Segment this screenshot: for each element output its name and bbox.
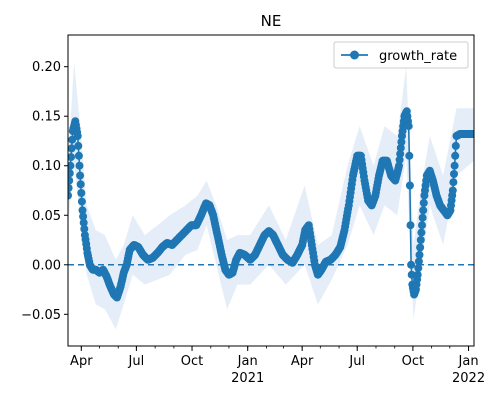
data-point — [417, 228, 426, 237]
x-tick-label: Jul — [348, 354, 365, 369]
data-point — [450, 161, 459, 170]
x-tick-label: Jan — [237, 354, 258, 369]
data-point — [395, 155, 404, 164]
legend-marker — [350, 50, 359, 60]
y-tick-label: 0.15 — [32, 110, 61, 125]
data-point — [395, 161, 403, 170]
data-point — [418, 213, 427, 222]
data-point — [407, 270, 416, 279]
data-point — [78, 206, 87, 215]
data-point — [80, 224, 89, 233]
data-point — [76, 171, 85, 180]
legend-label: growth_rate — [379, 49, 457, 64]
axes-frame — [67, 34, 475, 347]
axes: −0.05 0.00 0.05 0.10 0.15 0.20 Apr Jul Oct Jan 202… — [21, 34, 485, 386]
data-point — [396, 149, 405, 158]
data-point — [406, 221, 415, 230]
x-tick-label: Apr — [291, 354, 314, 369]
data-point — [74, 141, 83, 150]
series-markers — [68, 107, 474, 302]
data-point — [415, 250, 424, 259]
x-tick-label: Jan — [458, 354, 479, 369]
x-tick-sublabel: 2022 — [452, 371, 485, 386]
data-point — [470, 130, 474, 138]
data-point — [449, 178, 458, 187]
data-point — [68, 169, 74, 178]
data-point — [76, 180, 85, 189]
data-point — [414, 257, 423, 266]
data-point — [419, 198, 428, 207]
data-point — [68, 176, 74, 185]
data-point — [397, 138, 406, 146]
plot-area — [68, 61, 474, 330]
data-point — [75, 161, 84, 170]
data-point — [407, 260, 416, 269]
chart-title: NE — [261, 12, 282, 30]
data-point — [68, 144, 76, 153]
plot-inner — [68, 61, 474, 330]
y-tick-label: 0.00 — [32, 258, 61, 273]
y-tick-label: −0.05 — [21, 308, 61, 323]
data-point — [73, 132, 82, 140]
data-point — [74, 151, 83, 160]
data-point — [416, 236, 425, 244]
data-point — [79, 218, 88, 227]
legend-box — [333, 41, 469, 69]
x-tick-label: Jul — [128, 354, 145, 369]
data-point — [79, 212, 88, 221]
data-point — [68, 184, 73, 192]
data-point — [405, 181, 414, 190]
data-point — [451, 141, 460, 150]
x-tick-sublabel: 2021 — [231, 371, 264, 386]
x-tick-label: Oct — [181, 354, 203, 369]
data-point — [68, 153, 75, 162]
data-point — [68, 161, 75, 170]
x-tick-label: Oct — [402, 354, 424, 369]
confidence-band — [68, 61, 474, 330]
data-point — [414, 264, 423, 273]
data-point — [396, 143, 405, 152]
y-tick-label: 0.20 — [32, 60, 61, 75]
data-point — [413, 270, 422, 279]
data-point — [77, 189, 86, 197]
data-point — [450, 170, 458, 178]
data-point — [68, 191, 72, 200]
data-point — [451, 151, 460, 160]
data-point — [448, 186, 457, 195]
data-point — [419, 206, 428, 215]
data-point — [418, 221, 426, 230]
x-tick-label: Apr — [70, 354, 93, 369]
data-point — [404, 122, 413, 131]
legend: growth_rate — [333, 41, 469, 69]
data-point — [405, 151, 414, 160]
data-point — [77, 197, 86, 206]
y-tick-label: 0.10 — [32, 159, 61, 174]
y-tick-label: 0.05 — [32, 209, 61, 224]
data-point — [416, 243, 425, 252]
